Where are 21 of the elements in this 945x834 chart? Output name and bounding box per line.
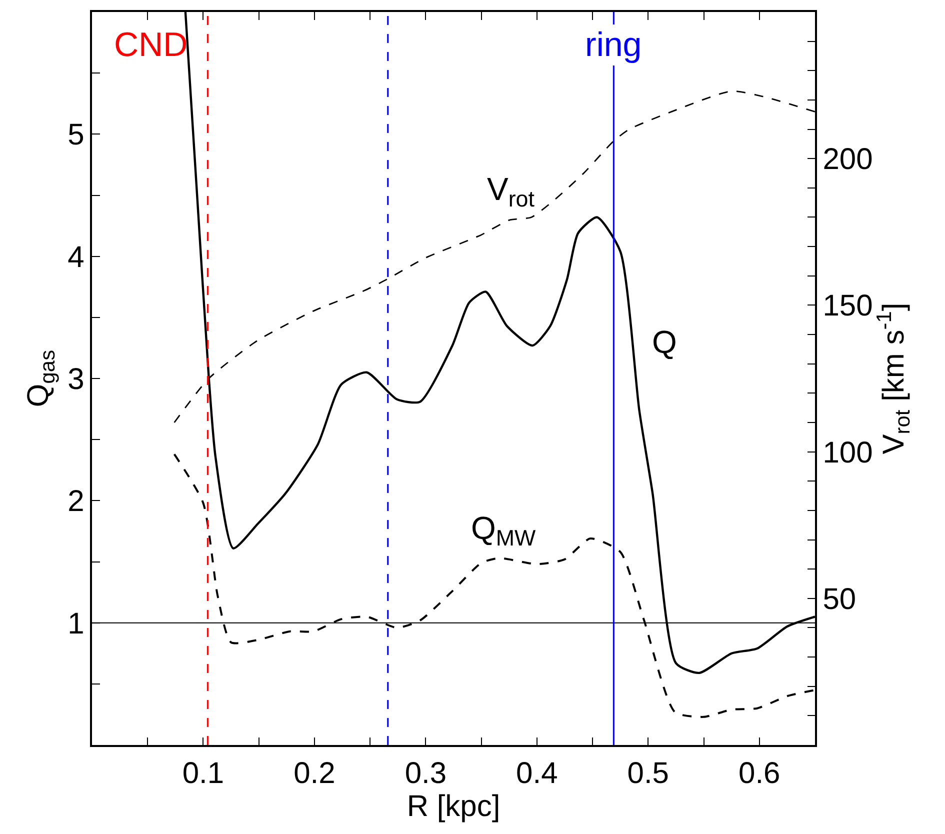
y2-tick-label: 200 <box>822 143 873 176</box>
x-tick-label: 0.2 <box>294 756 336 790</box>
y2-tick-label: 50 <box>822 582 856 616</box>
series-label: V$_{rot}$ <box>487 171 536 212</box>
y-tick-label: 4 <box>68 240 84 274</box>
x-axis-title: R [kpc] <box>406 790 500 823</box>
y-tick-label: 5 <box>68 118 84 152</box>
y2-tick-label: 100 <box>822 436 873 470</box>
y-tick-label: 1 <box>68 607 84 640</box>
y-tick-label: 3 <box>68 363 84 396</box>
series-label: Q <box>652 324 677 360</box>
x-tick-label: 0.6 <box>738 756 780 790</box>
x-tick-label: 0.1 <box>182 756 224 790</box>
x-tick-label: 0.3 <box>404 756 447 790</box>
x-tick-label: 0.5 <box>627 756 670 790</box>
y2-tick-label: 150 <box>822 290 873 323</box>
y-tick-label: 2 <box>68 485 84 518</box>
series-label: Q$_{MW}$ <box>471 510 537 551</box>
x-tick-label: 0.4 <box>516 756 558 790</box>
ref-line-label: CND <box>114 26 188 64</box>
ref-line-label: ring <box>585 26 642 64</box>
